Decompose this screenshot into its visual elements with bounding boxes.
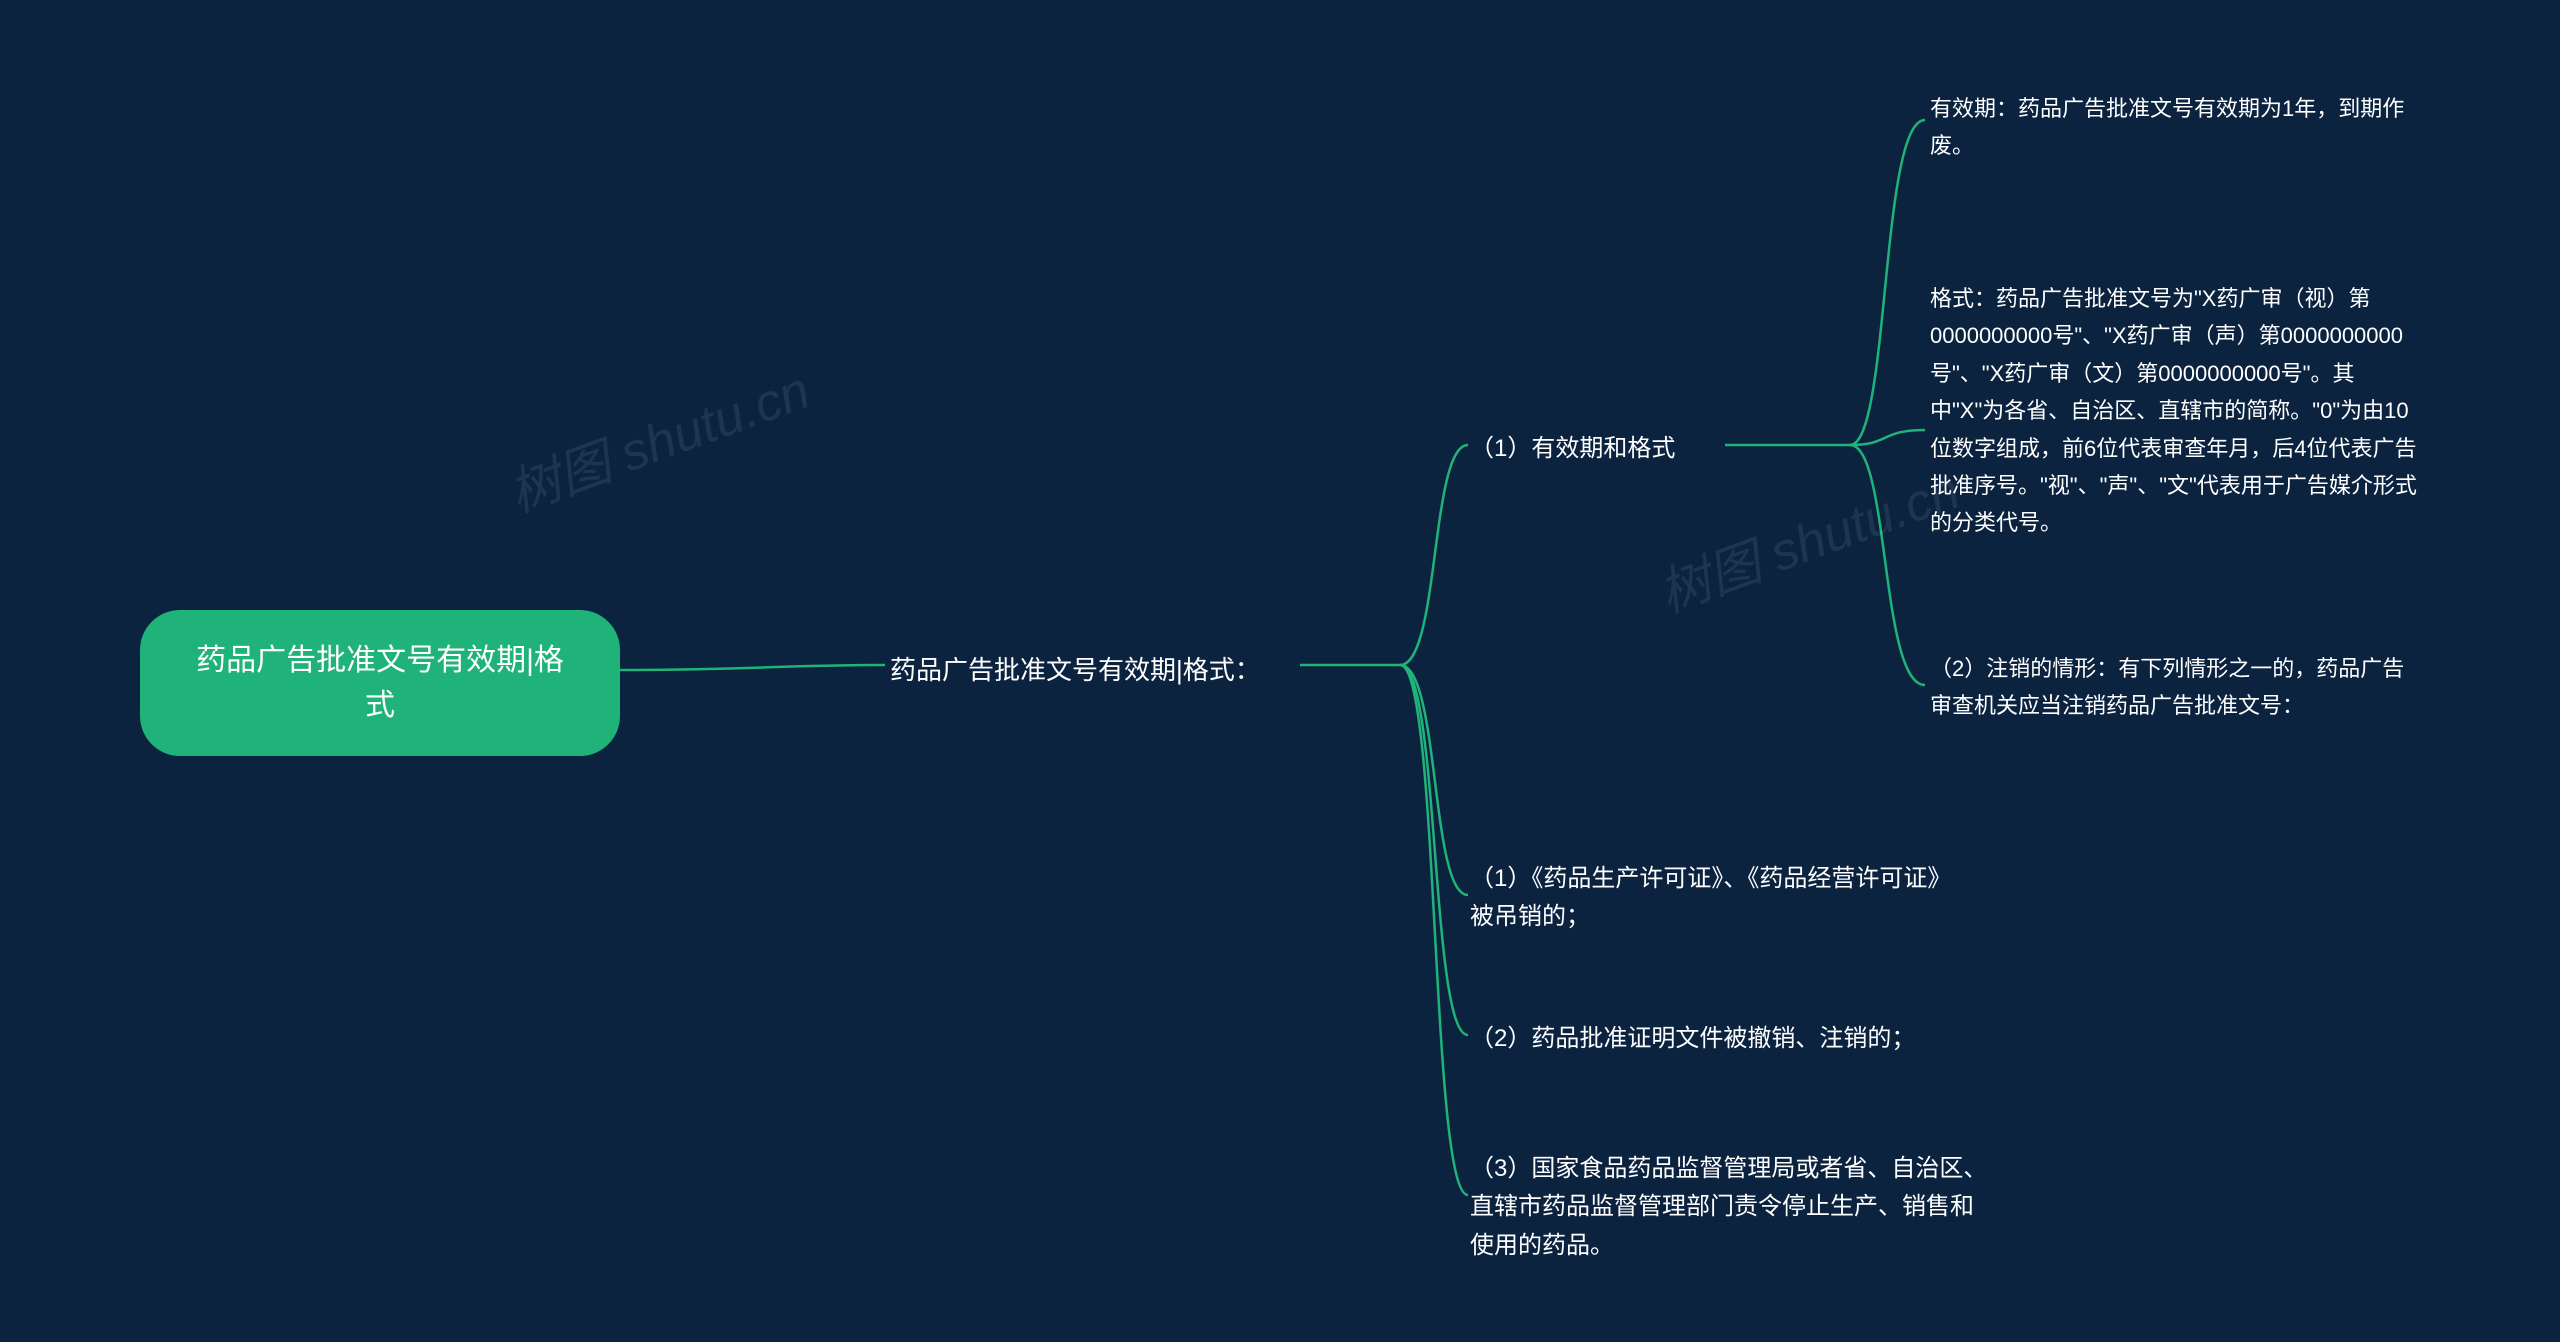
- root-node[interactable]: 药品广告批准文号有效期|格式: [140, 610, 620, 756]
- level1-node[interactable]: 药品广告批准文号有效期|格式：: [890, 650, 1310, 687]
- level3-node-validity[interactable]: 有效期：药品广告批准文号有效期为1年，到期作废。: [1930, 90, 2410, 165]
- watermark-2: 树图 shutu.cn: [1647, 448, 1969, 626]
- level2-node-ordered-stop[interactable]: （3）国家食品药品监督管理局或者省、自治区、直辖市药品监督管理部门责令停止生产、…: [1470, 1150, 1990, 1265]
- level2-node-approval-revoked[interactable]: （2）药品批准证明文件被撤销、注销的；: [1470, 1020, 1970, 1058]
- level3-node-format[interactable]: 格式：药品广告批准文号为"X药广审（视）第0000000000号"、"X药广审（…: [1930, 280, 2420, 542]
- level3-node-cancellation[interactable]: （2）注销的情形：有下列情形之一的，药品广告审查机关应当注销药品广告批准文号：: [1930, 650, 2420, 725]
- level2-node-validity-format[interactable]: （1）有效期和格式: [1470, 430, 1730, 468]
- mindmap-container: 树图 shutu.cn 树图 shutu.cn 药品广告批准文号有效期|格式 药…: [0, 0, 2560, 1342]
- level2-node-license-revoked[interactable]: （1）《药品生产许可证》、《药品经营许可证》被吊销的；: [1470, 860, 1970, 937]
- watermark-1: 树图 shutu.cn: [497, 348, 819, 526]
